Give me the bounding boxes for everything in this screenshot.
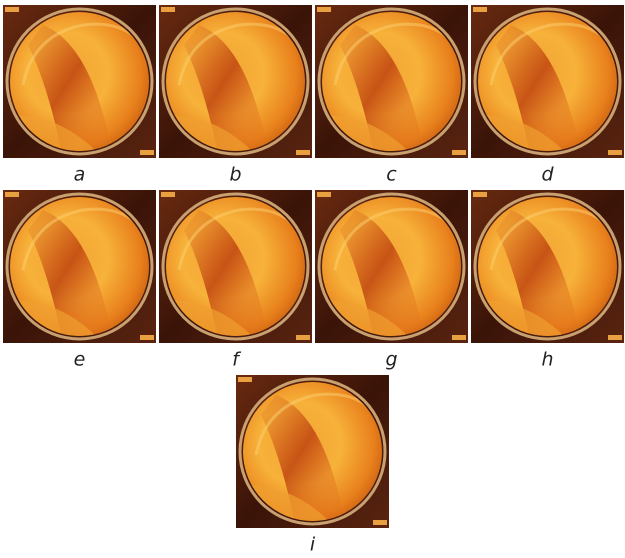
panel-label: e [74,349,86,371]
panel [3,5,156,158]
frame-corner [317,192,331,197]
frame-corner [5,192,19,197]
frame-corner [473,192,487,197]
panel-label: c [386,164,397,186]
frame-corner [296,335,310,340]
panel-label: i [310,534,316,556]
panel [471,190,624,343]
panel [315,190,468,343]
panel [159,5,312,158]
frame-corner [317,7,331,12]
panel [236,375,389,528]
panel [3,190,156,343]
figure: a b c d e f g h i [0,0,625,558]
frame-corner [608,335,622,340]
frame-corner [140,150,154,155]
frame-corner [608,150,622,155]
panel-label: d [541,164,554,186]
frame-corner [373,520,387,525]
frame-corner [473,7,487,12]
panel [315,5,468,158]
panel [471,5,624,158]
frame-corner [238,377,252,382]
frame-corner [140,335,154,340]
panel-label: a [74,164,86,186]
frame-corner [5,7,19,12]
frame-corner [452,335,466,340]
frame-corner [452,150,466,155]
frame-corner [161,192,175,197]
panel [159,190,312,343]
frame-corner [161,7,175,12]
panel-label: h [541,349,553,371]
frame-corner [296,150,310,155]
panel-label: f [232,349,242,371]
panel-label: g [385,349,397,371]
panel-label: b [229,164,241,186]
